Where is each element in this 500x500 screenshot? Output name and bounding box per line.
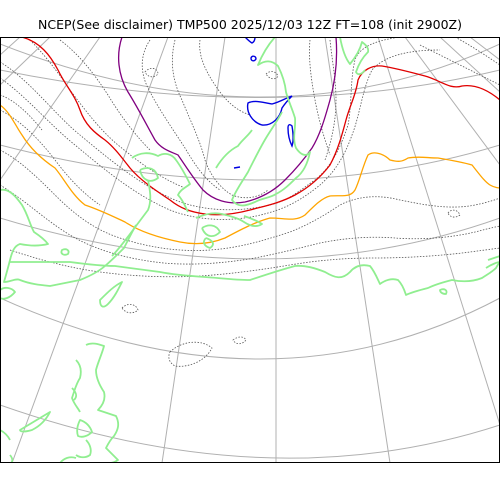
graticule-meridians bbox=[0, 37, 500, 463]
isotherm-minor-ring bbox=[144, 68, 159, 78]
isotherm-minor-ring bbox=[232, 336, 247, 345]
meridian bbox=[0, 37, 101, 181]
isotherm-purple bbox=[117, 37, 338, 204]
latitude-circle bbox=[0, 404, 500, 459]
latitude-circle bbox=[0, 69, 500, 98]
coastline-lakes bbox=[60, 248, 70, 256]
isotherm-minor bbox=[324, 39, 337, 161]
isotherm-minor bbox=[0, 37, 401, 211]
meridian bbox=[404, 37, 500, 166]
isotherm-red bbox=[21, 37, 500, 216]
isotherm-minor bbox=[9, 247, 500, 278]
isotherm-blue bbox=[233, 37, 294, 169]
latitude-circle bbox=[0, 297, 500, 360]
isotherm-purple bbox=[117, 37, 338, 204]
coastlines bbox=[0, 37, 500, 463]
meridian bbox=[439, 37, 500, 93]
coastline-alaska-island bbox=[9, 411, 51, 463]
latitude-circle bbox=[0, 43, 500, 98]
meridian bbox=[0, 37, 21, 56]
isotherm-minor bbox=[141, 39, 221, 191]
isotherm-minor bbox=[0, 109, 101, 206]
isotherm-blue-contour bbox=[250, 55, 257, 62]
isotherm-minor-ring bbox=[265, 71, 279, 80]
coastline-arctic-islands bbox=[339, 37, 370, 76]
coastline-canadian-archipelago bbox=[111, 152, 263, 257]
isotherm-red bbox=[21, 37, 500, 216]
map-title: NCEP(See disclaimer) TMP500 2025/12/03 1… bbox=[38, 17, 462, 32]
isotherm-minor bbox=[454, 37, 500, 66]
latitude-circle bbox=[0, 144, 500, 181]
meridian bbox=[0, 37, 51, 86]
coastline-greenland-east bbox=[439, 288, 448, 295]
isotherm-minor bbox=[419, 44, 500, 86]
coastline-hudson bbox=[99, 281, 123, 308]
isotherm-minor bbox=[0, 184, 500, 265]
isotherm-minor bbox=[199, 39, 251, 116]
coastline-sw-islands bbox=[0, 429, 77, 463]
coastline-greenland bbox=[215, 37, 311, 207]
coastline-west-coast bbox=[71, 342, 120, 463]
isotherm-minor bbox=[0, 94, 43, 131]
isotherm-minor bbox=[59, 39, 151, 151]
isotherm-minor-ring bbox=[121, 304, 139, 314]
meridian bbox=[161, 37, 226, 463]
isotherm-minor bbox=[171, 39, 269, 199]
meridian bbox=[469, 37, 500, 61]
isotherm-blue-contour bbox=[287, 124, 294, 148]
isotherm-blue-contour bbox=[244, 37, 256, 44]
isotherm-minor bbox=[309, 39, 331, 156]
isotherm-minor bbox=[0, 149, 500, 251]
isotherm-orange bbox=[0, 104, 500, 245]
minor-isotherms bbox=[0, 37, 500, 367]
isotherm-orange bbox=[0, 104, 500, 245]
coastline-north-america bbox=[0, 188, 137, 300]
graticule-latitudes bbox=[0, 43, 500, 459]
meridian bbox=[11, 37, 169, 463]
isotherm-minor-ring bbox=[447, 209, 461, 218]
meridian bbox=[377, 37, 500, 426]
isotherm-blue-contour bbox=[246, 95, 293, 126]
isotherm-minor-ring bbox=[168, 341, 213, 367]
isotherm-minor bbox=[0, 49, 441, 220]
coastline-north-america-north bbox=[10, 261, 500, 296]
isotherm-minor bbox=[29, 39, 186, 189]
meridian bbox=[324, 37, 391, 463]
isotherm-blue-contour bbox=[233, 166, 241, 169]
